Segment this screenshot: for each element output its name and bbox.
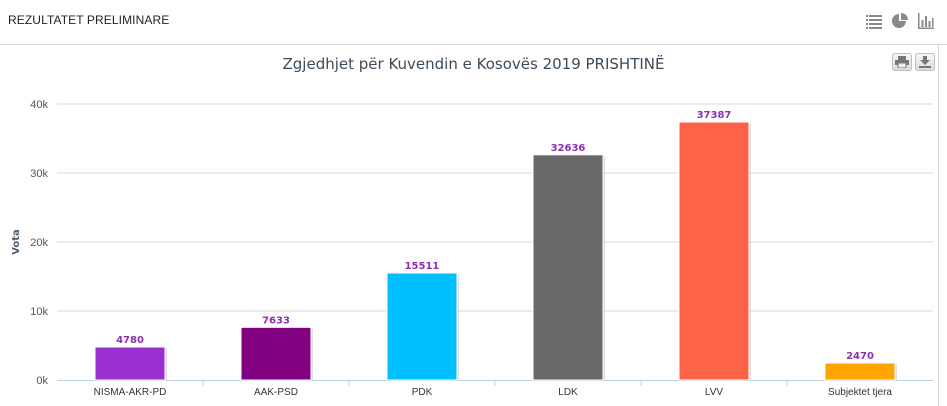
bar[interactable] — [240, 326, 312, 381]
chart-container: Zgjedhjet për Kuvendin e Kosovës 2019 PR… — [0, 45, 939, 406]
x-tick-label: PDK — [412, 387, 433, 398]
y-tick-label: 10k — [30, 306, 48, 318]
data-label: 32636 — [551, 143, 586, 154]
print-button[interactable] — [892, 53, 912, 71]
pie-chart-icon[interactable] — [891, 12, 909, 30]
data-label: 2470 — [846, 351, 874, 362]
data-label: 7633 — [262, 315, 290, 326]
x-tick-label: Subjektet tjera — [828, 387, 892, 398]
bar[interactable] — [824, 362, 896, 381]
bar[interactable] — [386, 272, 458, 381]
data-label: 4780 — [116, 335, 144, 346]
header-bar: REZULTATET PRELIMINARE — [0, 0, 947, 45]
bar[interactable] — [94, 346, 166, 381]
data-label: 37387 — [697, 110, 732, 121]
y-axis-title: Vota — [11, 229, 22, 255]
page-title: REZULTATET PRELIMINARE — [8, 13, 170, 27]
x-tick-label: AAK-PSD — [254, 387, 298, 398]
x-tick-label: LDK — [558, 387, 578, 398]
download-button[interactable] — [915, 53, 935, 71]
data-label: 15511 — [405, 261, 440, 272]
x-tick-label: LVV — [705, 387, 723, 398]
print-icon — [895, 56, 909, 68]
download-icon — [919, 56, 931, 68]
x-tick-label: NISMA-AKR-PD — [94, 387, 167, 398]
bar[interactable] — [678, 121, 750, 381]
bar-chart-icon[interactable] — [917, 12, 935, 30]
y-tick-label: 20k — [30, 237, 48, 249]
view-switcher — [865, 12, 935, 30]
y-tick-label: 40k — [30, 99, 48, 111]
y-tick-label: 0k — [36, 375, 48, 387]
bar[interactable] — [532, 154, 604, 381]
chart-title: Zgjedhjet për Kuvendin e Kosovës 2019 PR… — [282, 55, 665, 73]
list-view-icon[interactable] — [865, 12, 883, 30]
y-tick-label: 30k — [30, 168, 48, 180]
bar-chart-plot: 0k 10k 20k 30k 40k Vota 4780 NISMA-AKR-PD 7633 AA… — [11, 99, 933, 398]
